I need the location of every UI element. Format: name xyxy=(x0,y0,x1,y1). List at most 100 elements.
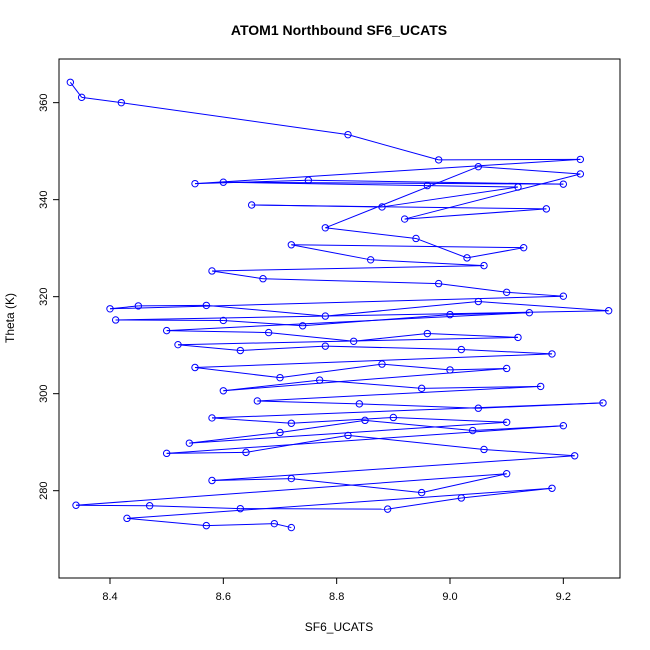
data-point xyxy=(202,521,211,530)
series-segment xyxy=(291,478,422,494)
series-segment xyxy=(364,419,473,432)
data-point xyxy=(559,421,568,430)
data-point xyxy=(502,418,511,426)
data-point xyxy=(519,243,528,252)
data-point xyxy=(514,183,522,191)
data-point xyxy=(599,399,607,407)
series-segment xyxy=(211,417,292,424)
data-point xyxy=(298,322,307,330)
series-segment xyxy=(223,367,507,392)
data-point xyxy=(219,178,228,186)
series-segment xyxy=(211,455,575,482)
data-point xyxy=(548,350,556,358)
data-point xyxy=(72,501,80,509)
data-point xyxy=(474,162,483,171)
series-segment xyxy=(257,400,360,405)
data-point xyxy=(287,241,296,249)
data-point xyxy=(570,452,579,460)
data-point xyxy=(111,316,120,324)
data-point xyxy=(304,176,313,184)
series-segment xyxy=(223,379,320,392)
series-segment xyxy=(211,265,485,272)
data-point xyxy=(287,419,296,427)
series-segment xyxy=(461,487,553,499)
series-segment xyxy=(223,181,564,185)
series-segment xyxy=(325,166,479,229)
data-point xyxy=(468,426,477,435)
series-segment xyxy=(404,173,581,220)
series-segment xyxy=(166,330,269,334)
data-point xyxy=(604,307,613,315)
data-point xyxy=(349,337,358,345)
data-point xyxy=(145,502,154,510)
series-segment xyxy=(211,402,604,419)
data-point xyxy=(463,254,471,262)
data-point xyxy=(378,360,386,368)
data-point xyxy=(344,130,352,139)
data-point xyxy=(236,346,245,355)
series-segment xyxy=(291,244,371,261)
series-segment xyxy=(206,304,326,317)
data-point xyxy=(276,428,284,437)
data-point xyxy=(321,342,330,350)
data-point xyxy=(208,267,216,275)
data-point xyxy=(434,279,443,288)
series-segment xyxy=(81,96,122,104)
x-axis: 8.4 8.6 8.8 9.0 9.2 xyxy=(102,577,571,603)
series-segment xyxy=(506,291,564,297)
series-segment xyxy=(347,434,485,450)
data-point xyxy=(502,364,511,373)
series-segment xyxy=(421,473,507,494)
series-segment xyxy=(353,333,428,342)
series-segment xyxy=(393,416,507,423)
series-segment xyxy=(194,353,553,368)
data-point xyxy=(576,170,585,178)
data-point xyxy=(548,484,556,492)
data-point xyxy=(191,179,199,188)
data-point xyxy=(77,93,86,102)
data-point xyxy=(264,328,273,337)
data-point xyxy=(400,215,409,223)
x-tick-label: 8.6 xyxy=(216,591,231,603)
data-point xyxy=(423,329,432,338)
series-segment xyxy=(427,333,519,338)
series-segment xyxy=(177,336,519,346)
series-segment xyxy=(109,295,564,310)
x-axis-label: SF6_UCATS xyxy=(305,620,373,634)
data-point xyxy=(123,514,131,523)
series-segment xyxy=(166,425,564,454)
series-segment xyxy=(438,283,507,293)
series-segment xyxy=(268,332,354,342)
series-segment xyxy=(251,204,547,210)
series-segment xyxy=(404,208,547,220)
y-tick-label: 280 xyxy=(38,482,50,500)
series-segment xyxy=(421,385,541,389)
series-segment xyxy=(279,363,383,379)
series-segment xyxy=(325,227,417,239)
data-point xyxy=(446,310,454,319)
data-point xyxy=(389,413,398,422)
data-point xyxy=(434,156,443,164)
data-point xyxy=(270,519,279,528)
data-point xyxy=(480,261,488,270)
data-point xyxy=(412,234,420,243)
data-point xyxy=(247,201,256,209)
x-tick-label: 8.8 xyxy=(329,591,344,603)
data-point xyxy=(219,316,228,325)
x-tick-label: 9.2 xyxy=(556,591,571,603)
series-segment xyxy=(381,186,519,208)
data-point xyxy=(202,301,211,310)
series-segment xyxy=(319,379,422,389)
data-point xyxy=(383,505,392,513)
chart-title: ATOM1 Northbound SF6_UCATS xyxy=(231,22,447,38)
data-point xyxy=(287,474,296,483)
x-tick-label: 8.4 xyxy=(102,591,117,603)
data-point xyxy=(525,308,534,317)
series-segment xyxy=(75,473,507,506)
data-point xyxy=(355,400,364,408)
series-segment xyxy=(240,345,326,352)
data-point xyxy=(474,404,483,412)
